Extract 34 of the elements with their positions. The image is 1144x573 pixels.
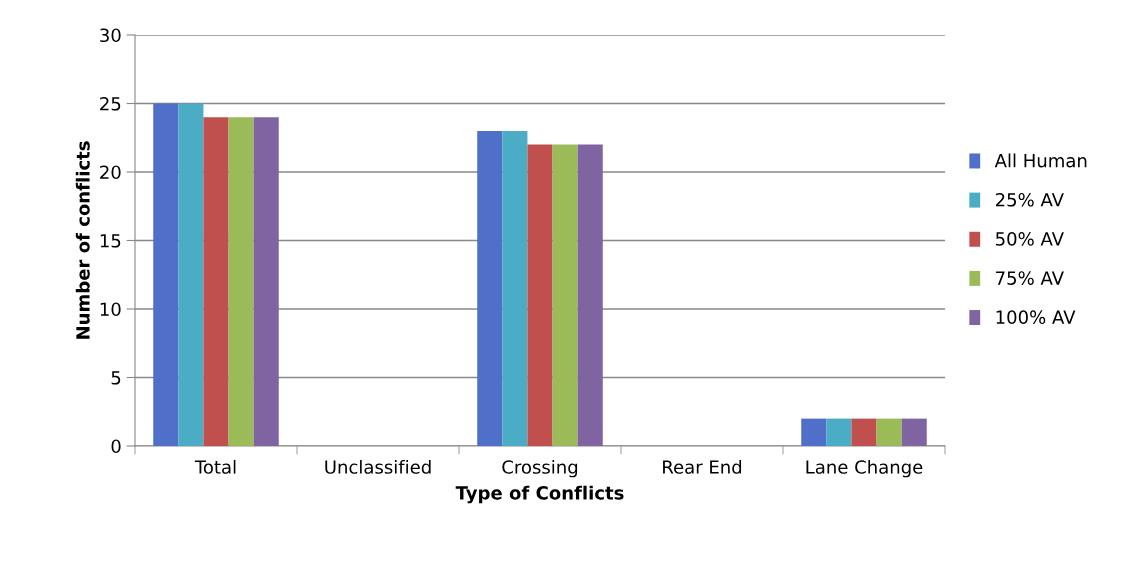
y-tick-label: 15 (100, 234, 121, 248)
bar (826, 418, 852, 446)
x-tick-label: Unclassified (325, 459, 431, 474)
bar (552, 144, 578, 446)
bar (901, 418, 927, 446)
y-axis-title: Number of conflicts (75, 141, 90, 339)
x-axis-title: Type of Conflicts (455, 485, 624, 504)
y-tick-label: 5 (111, 371, 121, 385)
bar (228, 117, 254, 446)
legend-label: 100% AV (996, 310, 1076, 325)
bar (801, 418, 827, 446)
legend-label: 75% AV (996, 271, 1064, 285)
bar (477, 130, 503, 446)
bar (876, 418, 902, 446)
bar (153, 103, 179, 446)
bar (253, 117, 279, 446)
x-tick-label: Crossing (502, 459, 578, 478)
bar (203, 117, 229, 446)
legend-label: 50% AV (996, 232, 1064, 246)
bar (577, 144, 603, 446)
bar (851, 418, 877, 446)
y-tick-label: 25 (100, 96, 121, 111)
bar (502, 130, 528, 446)
legend-label: All Human (994, 153, 1087, 168)
x-tick-label: Rear End (663, 459, 742, 474)
y-tick-label: 20 (100, 165, 121, 180)
bar (178, 103, 204, 446)
legend-label: 25% AV (995, 192, 1064, 207)
x-tick-label: Lane Change (806, 459, 923, 478)
x-tick-label: Total (194, 459, 236, 474)
bar (527, 144, 553, 446)
y-tick-label: 30 (100, 28, 121, 43)
y-tick-label: 0 (111, 439, 121, 454)
y-tick-label: 10 (100, 302, 121, 317)
